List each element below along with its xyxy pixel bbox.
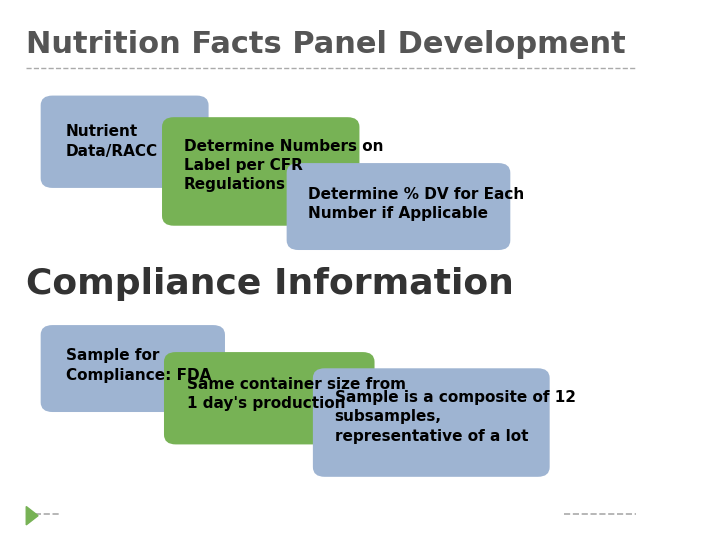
Text: Same container size from
1 day's production: Same container size from 1 day's product… [187,377,406,411]
FancyBboxPatch shape [40,325,225,412]
FancyBboxPatch shape [40,96,209,188]
Polygon shape [26,507,38,525]
Text: Compliance Information: Compliance Information [26,267,514,301]
FancyBboxPatch shape [313,368,549,477]
FancyBboxPatch shape [164,352,374,444]
Text: Sample for
Compliance: FDA: Sample for Compliance: FDA [66,348,211,383]
Text: Nutrition Facts Panel Development: Nutrition Facts Panel Development [26,30,626,59]
Text: Nutrient
Data/RACC: Nutrient Data/RACC [66,124,158,159]
FancyBboxPatch shape [287,163,510,250]
Text: Determine Numbers on
Label per CFR
Regulations: Determine Numbers on Label per CFR Regul… [184,139,383,192]
Text: Sample is a composite of 12
subsamples,
representative of a lot: Sample is a composite of 12 subsamples, … [335,390,575,443]
Text: Determine % DV for Each
Number if Applicable: Determine % DV for Each Number if Applic… [308,187,525,221]
FancyBboxPatch shape [162,117,359,226]
